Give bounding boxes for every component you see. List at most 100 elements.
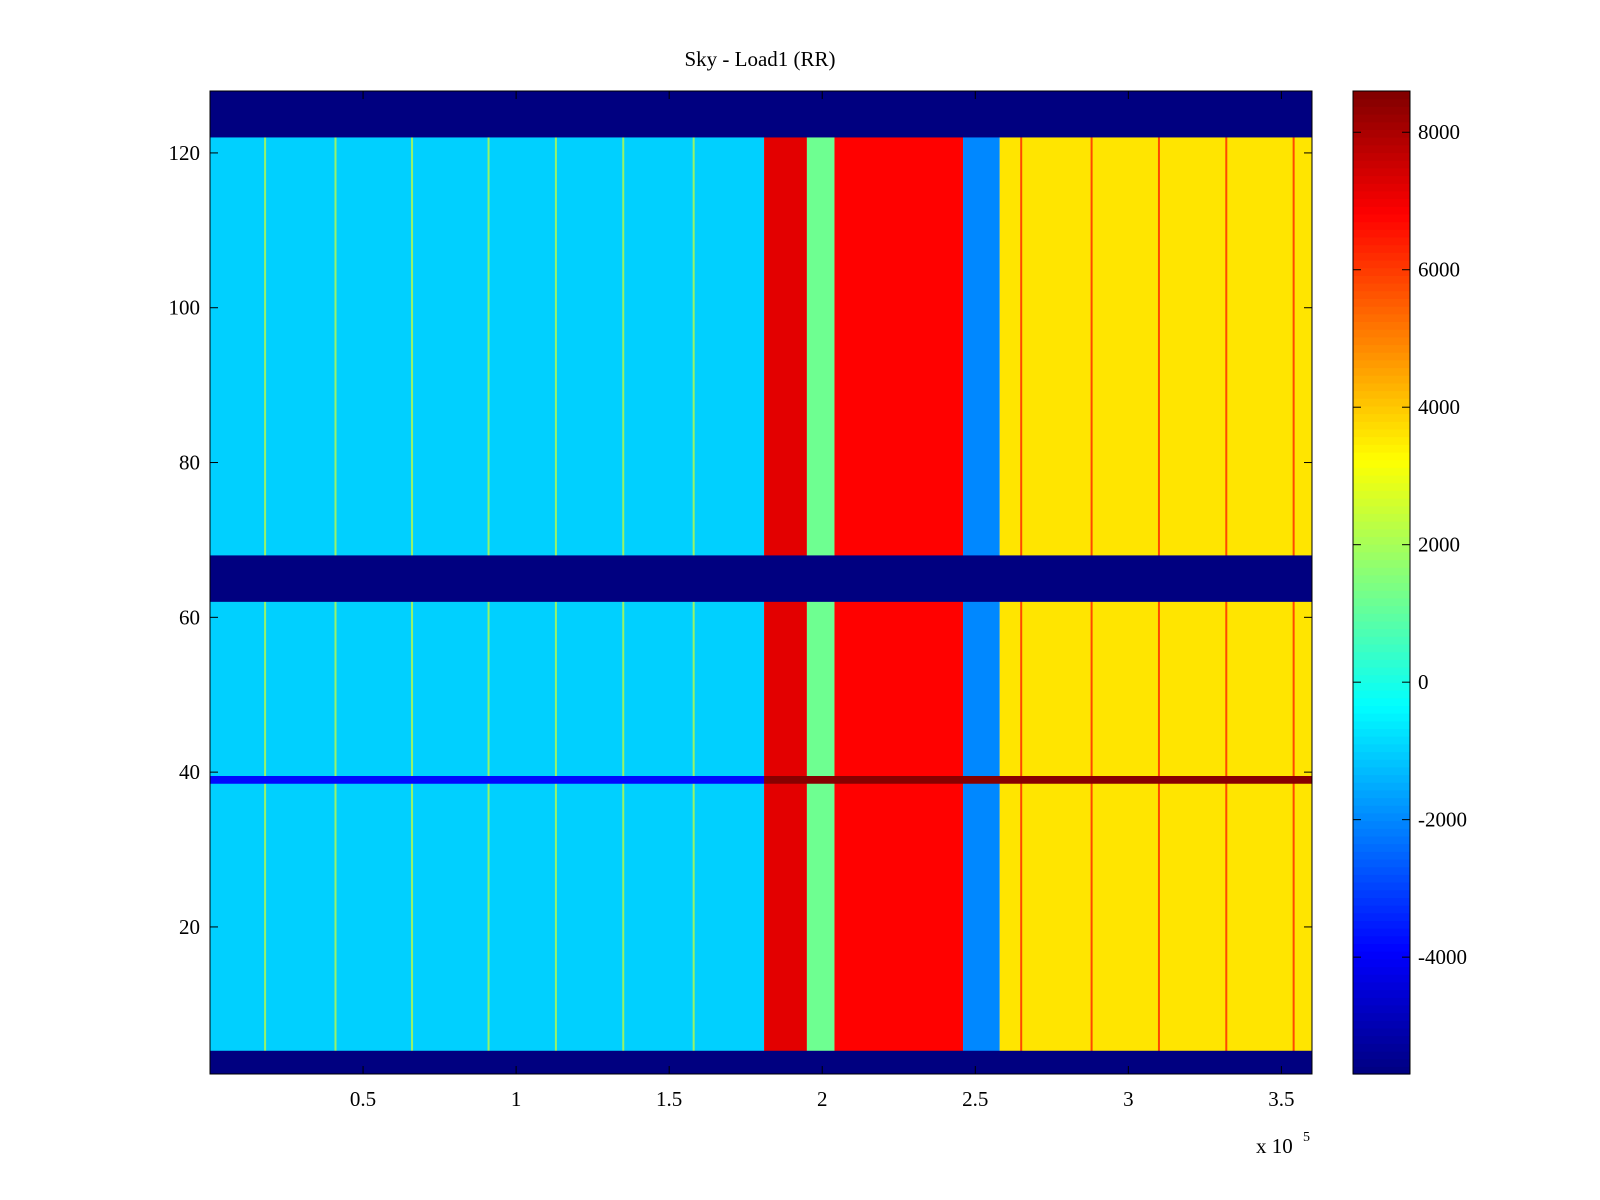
colorbar-step <box>1353 628 1410 637</box>
x-axis: 0.5 1 1.5 2 2.5 3 3.5 <box>350 91 1295 1111</box>
plot-area-frame <box>209 90 1313 1075</box>
colorbar-tick-label: -2000 <box>1418 808 1467 832</box>
colorbar-step <box>1353 659 1410 668</box>
flagged-row-band-1 <box>210 1050 1312 1074</box>
colorbar-step <box>1353 129 1410 138</box>
colorbar-step <box>1353 966 1410 975</box>
colorbar-step <box>1353 920 1410 929</box>
x-tick-label: 2.5 <box>962 1087 988 1111</box>
colorbar-step <box>1353 206 1410 215</box>
colorbar-step <box>1353 1020 1410 1029</box>
colorbar-tick-label: 4000 <box>1418 395 1460 419</box>
colorbar-step <box>1353 91 1410 100</box>
colorbar-tick-label: -4000 <box>1418 945 1467 969</box>
colorbar-step <box>1353 743 1410 753</box>
x-exponent-power: 5 <box>1303 1130 1310 1145</box>
colorbar-step <box>1353 582 1410 591</box>
colorbar-step <box>1353 905 1410 914</box>
heatmap: 0.5 1 1.5 2 2.5 3 3.5 20 40 60 80 100 120 <box>169 90 1313 1111</box>
colorbar-step <box>1353 943 1410 952</box>
colorbar-step <box>1353 866 1410 875</box>
colorbar-tick-label: 8000 <box>1418 120 1460 144</box>
colorbar-step <box>1353 183 1410 192</box>
colorbar-step <box>1353 405 1410 415</box>
colorbar-step <box>1353 236 1410 246</box>
colorbar-step <box>1353 352 1410 361</box>
colorbar-step <box>1353 759 1410 768</box>
x-exponent-label: x 10 <box>1256 1134 1293 1158</box>
colorbar-gradient <box>1353 91 1410 1075</box>
colorbar-step <box>1353 198 1410 207</box>
colorbar-step <box>1353 997 1410 1006</box>
colorbar-tick-label: 6000 <box>1418 258 1460 282</box>
colorbar-step <box>1353 298 1410 307</box>
colorbar-step <box>1353 229 1410 238</box>
colorbar-step <box>1353 574 1410 584</box>
colorbar-step <box>1353 835 1410 845</box>
colorbar-step <box>1353 528 1410 538</box>
colorbar-step <box>1353 713 1410 722</box>
colorbar-step <box>1353 521 1410 530</box>
colorbar-step <box>1353 889 1410 898</box>
colorbar-step <box>1353 812 1410 822</box>
colorbar-step <box>1353 175 1410 184</box>
y-axis: 20 40 60 80 100 120 <box>169 141 1312 939</box>
colorbar-step <box>1353 98 1410 107</box>
colorbar-tick-label: 2000 <box>1418 533 1460 557</box>
anomalous-row-right <box>764 776 1312 784</box>
y-tick-label: 60 <box>179 605 200 629</box>
colorbar-step <box>1353 259 1410 269</box>
colorbar-step <box>1353 882 1410 891</box>
colorbar-step <box>1353 874 1410 883</box>
colorbar-step <box>1353 912 1410 922</box>
colorbar-step <box>1353 1066 1410 1075</box>
colorbar-step <box>1353 951 1410 960</box>
colorbar-step <box>1353 282 1410 292</box>
flagged-row-band-3 <box>210 91 1312 138</box>
colorbar-step <box>1353 313 1410 322</box>
colorbar-step <box>1353 828 1410 837</box>
colorbar-tick-label: 0 <box>1418 670 1429 694</box>
colorbar-step <box>1353 413 1410 422</box>
colorbar-step <box>1353 382 1410 392</box>
x-tick-label: 1.5 <box>656 1087 682 1111</box>
x-tick-label: 1 <box>511 1087 522 1111</box>
colorbar-step <box>1353 190 1410 200</box>
colorbar-step <box>1353 858 1410 868</box>
colorbar-step <box>1353 144 1410 154</box>
colorbar-step <box>1353 375 1410 384</box>
colorbar-step <box>1353 605 1410 614</box>
colorbar-step <box>1353 1027 1410 1037</box>
colorbar-step <box>1353 114 1410 123</box>
colorbar-step <box>1353 498 1410 507</box>
colorbar-step <box>1353 160 1410 169</box>
colorbar-step <box>1353 544 1410 553</box>
colorbar-step <box>1353 267 1410 276</box>
x-tick-label: 2 <box>817 1087 828 1111</box>
colorbar-step <box>1353 121 1410 130</box>
colorbar-step <box>1353 106 1410 115</box>
y-tick-label: 40 <box>179 760 200 784</box>
colorbar-axis: -4000 -2000 0 2000 4000 6000 8000 <box>1353 120 1467 969</box>
y-tick-label: 80 <box>179 451 200 475</box>
x-tick-label: 0.5 <box>350 1087 376 1111</box>
colorbar-step <box>1353 275 1410 284</box>
colorbar-step <box>1353 505 1410 514</box>
colorbar-step <box>1353 643 1410 653</box>
colorbar-step <box>1353 958 1410 968</box>
colorbar-step <box>1353 805 1410 814</box>
colorbar-frame <box>1352 90 1411 1075</box>
colorbar-step <box>1353 536 1410 545</box>
colorbar-step <box>1353 690 1410 699</box>
colorbar-step <box>1353 398 1410 407</box>
colorbar-step <box>1353 290 1410 299</box>
colorbar-step <box>1353 459 1410 468</box>
colorbar-step <box>1353 213 1410 223</box>
colorbar-step <box>1353 137 1410 146</box>
colorbar-step <box>1353 851 1410 860</box>
colorbar-step <box>1353 651 1410 660</box>
colorbar-step <box>1353 482 1410 491</box>
colorbar-step <box>1353 252 1410 261</box>
colorbar-step <box>1353 306 1410 315</box>
